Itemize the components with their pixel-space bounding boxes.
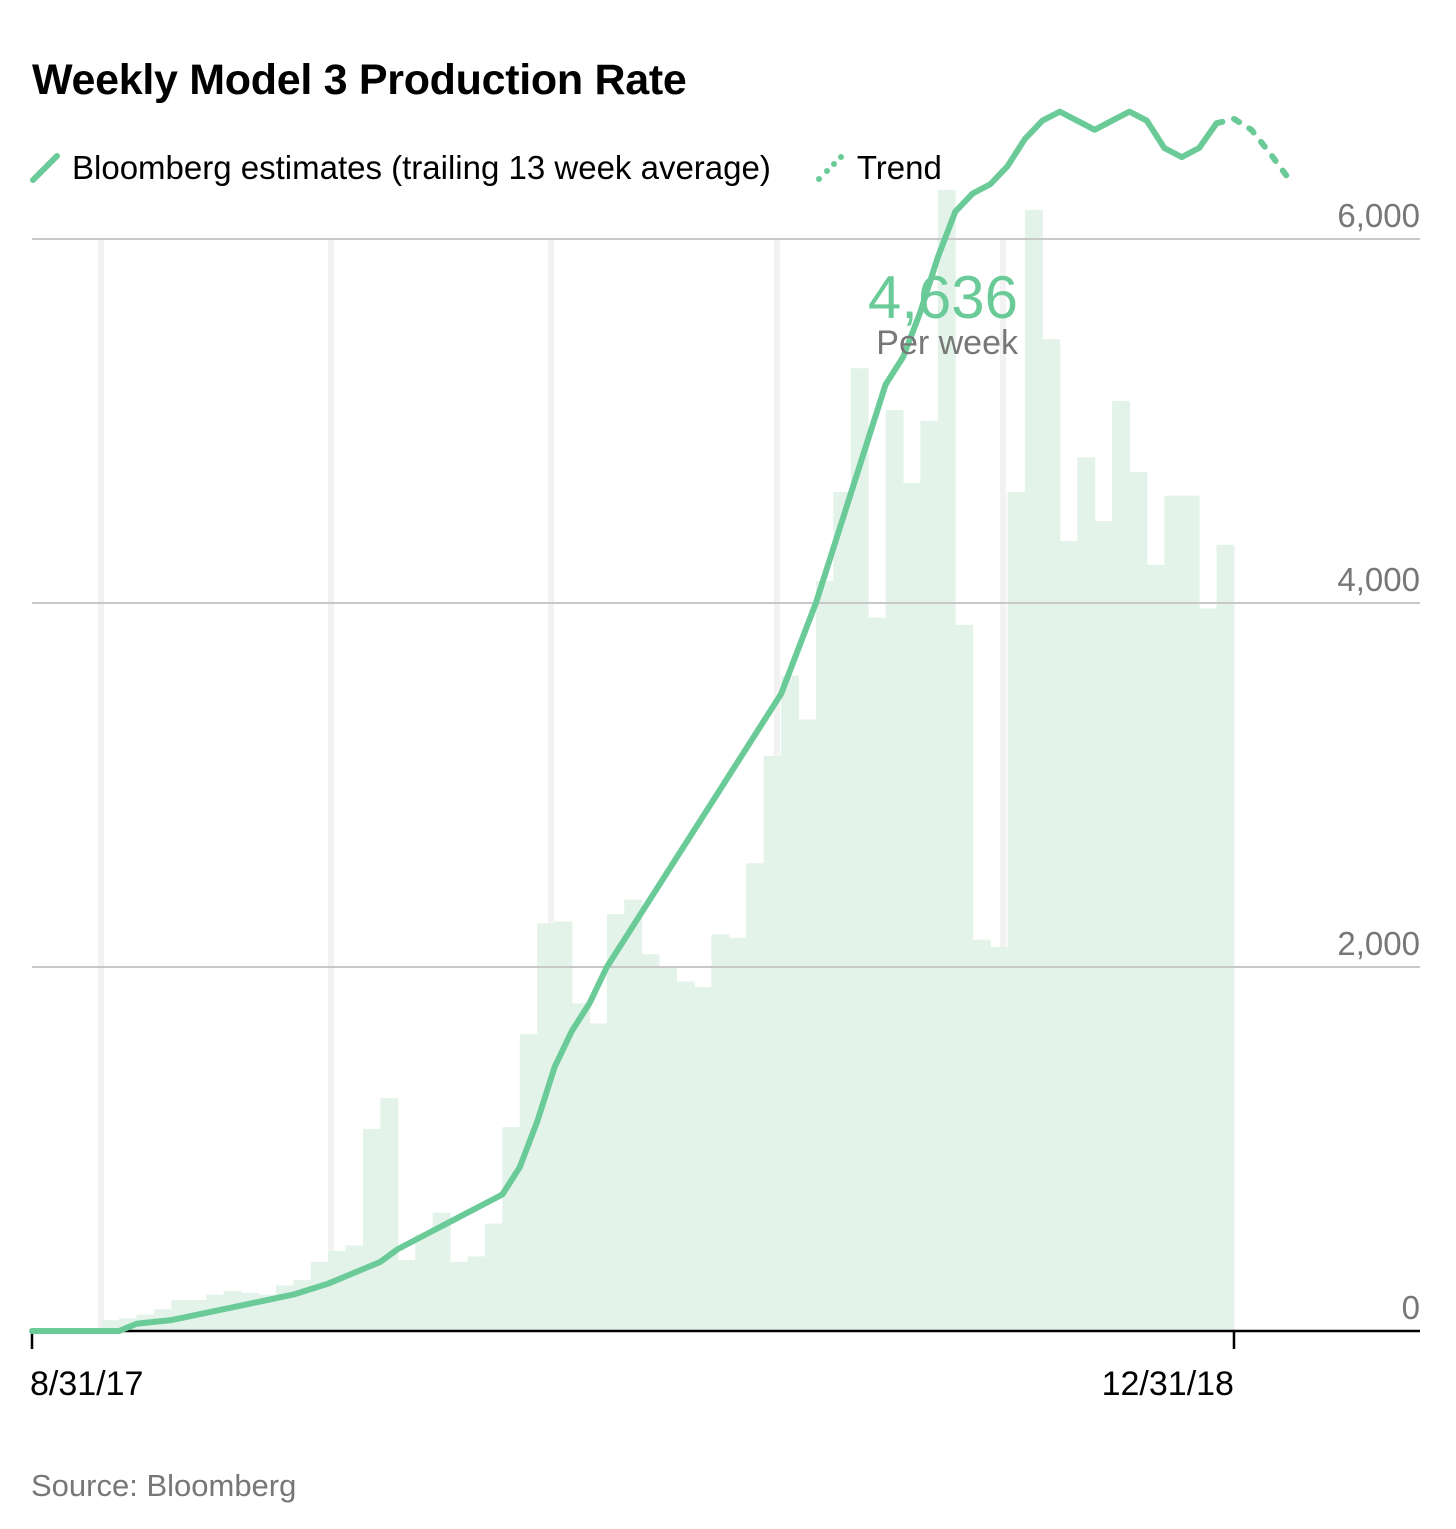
weekly-bar: [415, 1234, 434, 1331]
weekly-bar: [885, 410, 904, 1332]
weekly-bar: [728, 937, 747, 1331]
weekly-bar: [972, 939, 991, 1331]
weekly-bar: [241, 1292, 259, 1331]
weekly-bar: [101, 1320, 120, 1331]
legend-label-estimates: Bloomberg estimates (trailing 13 week av…: [72, 149, 771, 186]
weekly-bar: [450, 1261, 468, 1331]
x-tick-label: 8/31/17: [30, 1365, 143, 1403]
month-band: [548, 239, 554, 1331]
x-tick-label: 12/31/18: [1102, 1365, 1234, 1403]
weekly-bar: [572, 1003, 590, 1331]
weekly-bar: [746, 863, 765, 1331]
estimates-line: [29, 108, 1220, 1334]
annotation-label: Per week: [876, 324, 1019, 362]
weekly-bar: [868, 617, 887, 1331]
weekly-bar: [641, 954, 660, 1331]
weekly-bar: [362, 1128, 381, 1331]
weekly-bar: [763, 755, 782, 1331]
weekly-bar: [798, 719, 817, 1331]
weekly-bar: [397, 1260, 416, 1331]
weekly-bar: [345, 1245, 364, 1331]
weekly-bar: [1146, 564, 1165, 1331]
y-tick-label: 0: [1402, 1289, 1420, 1326]
weekly-bar: [606, 914, 625, 1331]
weekly-bar: [519, 1034, 538, 1331]
weekly-bar: [1007, 491, 1026, 1332]
weekly-bar: [693, 987, 712, 1331]
weekly-bar: [676, 981, 695, 1331]
annotation-value: 4,636: [868, 264, 1018, 331]
weekly-bar: [223, 1290, 242, 1331]
legend: Bloomberg estimates (trailing 13 week av…: [30, 146, 942, 190]
month-band: [328, 239, 334, 1331]
weekly-bar: [624, 899, 643, 1331]
weekly-bar: [955, 624, 974, 1331]
chart-title: Weekly Model 3 Production Rate: [32, 56, 687, 104]
weekly-bar: [502, 1127, 521, 1331]
weekly-bar: [1077, 457, 1096, 1331]
weekly-bar: [589, 1023, 608, 1331]
y-tick-label: 4,000: [1337, 561, 1420, 598]
weekly-bar: [903, 482, 921, 1331]
weekly-bar: [1164, 495, 1183, 1331]
y-tick-label: 2,000: [1337, 925, 1420, 962]
y-tick-label: 6,000: [1337, 197, 1420, 234]
weekly-bar: [711, 934, 730, 1331]
weekly-bar: [1199, 608, 1218, 1331]
weekly-bar: [432, 1212, 451, 1331]
weekly-bar: [484, 1223, 503, 1331]
weekly-bar: [920, 421, 939, 1331]
legend-item-trend: Trend: [815, 149, 942, 187]
weekly-bar: [310, 1261, 329, 1331]
weekly-bar: [1129, 471, 1148, 1332]
solid-line-swatch-icon: [30, 153, 60, 183]
dotted-line-swatch-icon: [815, 154, 844, 182]
weekly-bar: [1112, 400, 1130, 1332]
weekly-bar: [1181, 495, 1200, 1331]
weekly-bar: [380, 1098, 399, 1331]
weekly-bar: [815, 581, 834, 1331]
weekly-bar: [937, 189, 956, 1332]
month-band: [1000, 239, 1006, 1331]
weekly-bar: [990, 946, 1009, 1331]
weekly-bar: [659, 967, 678, 1331]
source-note: Source: Bloomberg: [31, 1468, 297, 1503]
legend-item-estimates: Bloomberg estimates (trailing 13 week av…: [30, 149, 771, 187]
weekly-bar: [467, 1256, 486, 1331]
weekly-bar: [537, 923, 556, 1331]
month-band: [98, 239, 104, 1331]
weekly-bar: [1216, 544, 1235, 1331]
weekly-bar: [850, 368, 869, 1332]
weekly-bar: [1094, 521, 1113, 1331]
weekly-bar: [1042, 339, 1061, 1332]
weekly-bar: [781, 675, 799, 1331]
legend-label-trend: Trend: [856, 149, 942, 186]
weekly-bar: [1059, 541, 1078, 1331]
weekly-bar: [1024, 209, 1043, 1331]
weekly-bar: [554, 921, 573, 1331]
weekly-bar: [328, 1250, 347, 1331]
trend-line: [1213, 115, 1290, 179]
weekly-bar: [833, 491, 852, 1332]
